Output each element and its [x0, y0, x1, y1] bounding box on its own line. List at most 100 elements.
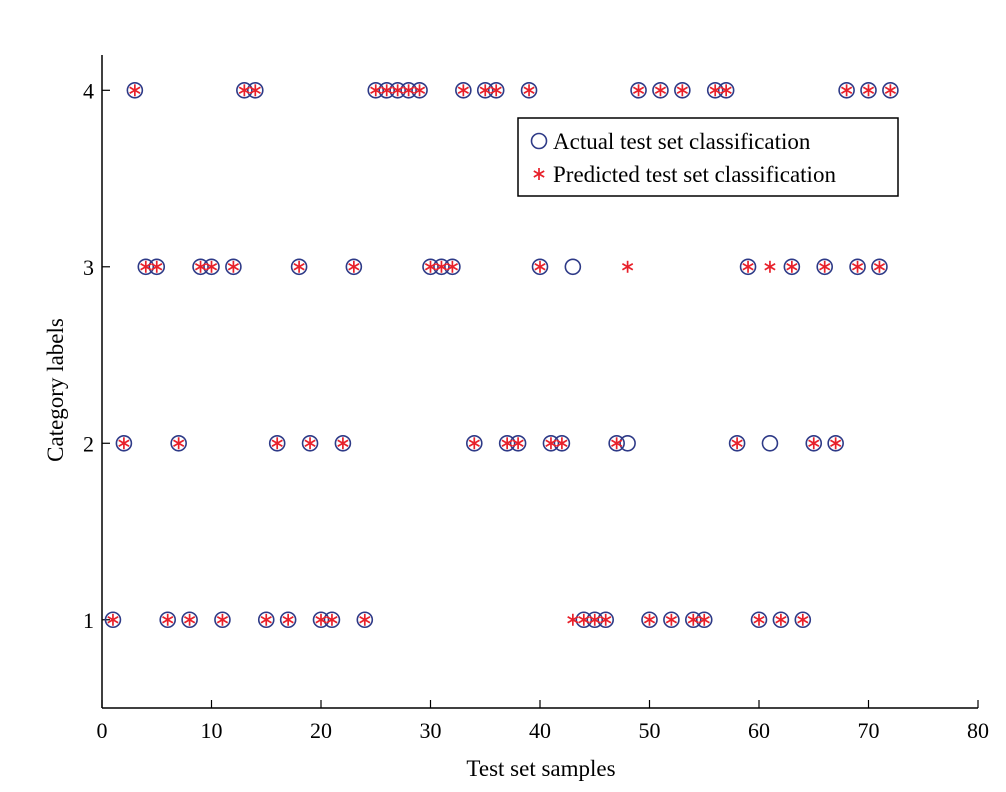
predicted-point: [676, 84, 688, 97]
actual-point: [652, 81, 669, 99]
legend-asterisk-icon: [533, 168, 545, 180]
predicted-point: [249, 84, 261, 97]
predicted-point: [654, 84, 667, 97]
predicted-point: [742, 260, 754, 273]
actual-point: [663, 611, 680, 629]
predicted-point: [884, 84, 897, 97]
predicted-point: [556, 437, 568, 450]
predicted-point: [173, 437, 185, 450]
predicted-point: [632, 84, 645, 97]
x-tick-label: 40: [529, 718, 551, 743]
actual-point: [794, 611, 812, 629]
actual-point: [641, 611, 658, 629]
actual-point: [148, 258, 166, 276]
actual-point: [608, 434, 625, 452]
predicted-point: [271, 437, 283, 450]
actual-point: [334, 434, 352, 452]
actual-point: [619, 434, 636, 452]
predicted-point: [337, 437, 349, 450]
predicted-point: [107, 613, 119, 626]
x-axis: 0 10 20 30 40 50 60 70 80: [97, 700, 989, 743]
actual-point: [181, 611, 198, 629]
actual-point: [301, 434, 319, 452]
actual-point: [378, 81, 396, 99]
actual-point: [575, 611, 593, 629]
actual-point: [225, 258, 242, 276]
actual-point: [597, 611, 615, 629]
actual-point: [247, 81, 264, 99]
predicted-point: [413, 84, 426, 97]
actual-point: [509, 434, 527, 452]
actual-point: [312, 611, 330, 629]
predicted-point: [600, 613, 612, 626]
predicted-point: [205, 260, 218, 273]
predicted-point: [862, 84, 875, 97]
predicted-point: [446, 260, 459, 273]
legend-label-predicted: Predicted test set classification: [553, 162, 836, 187]
legend-box: [517, 117, 899, 197]
actual-point: [115, 434, 133, 452]
actual-point: [520, 81, 538, 99]
predicted-point: [162, 613, 174, 626]
y-tick-label: 4: [83, 78, 94, 103]
x-tick-label: 10: [201, 718, 223, 743]
predicted-point: [424, 260, 437, 273]
series-predicted: [107, 84, 897, 626]
actual-point: [586, 611, 604, 629]
actual-point: [214, 611, 231, 629]
predicted-point: [501, 437, 513, 450]
actual-point: [553, 434, 571, 452]
legend-label-actual: Actual test set classification: [553, 129, 811, 154]
predicted-point: [731, 437, 743, 450]
y-tick-label: 3: [83, 255, 94, 280]
predicted-point: [359, 613, 371, 626]
actual-point: [476, 81, 494, 99]
predicted-point: [786, 260, 798, 273]
actual-point: [816, 258, 834, 276]
predicted-point: [238, 84, 250, 97]
predicted-point: [282, 613, 294, 626]
actual-point: [279, 611, 297, 629]
predicted-point: [490, 84, 502, 97]
actual-point: [542, 434, 560, 452]
actual-point: [498, 434, 516, 452]
actual-point: [487, 81, 505, 99]
legend-marker-actual: [530, 132, 548, 150]
actual-point: [203, 258, 220, 276]
predicted-point: [523, 84, 535, 97]
actual-point: [345, 258, 363, 276]
predicted-point: [840, 84, 853, 97]
actual-point: [444, 258, 461, 276]
x-tick-label: 80: [967, 718, 989, 743]
y-axis: 1 2 3 4: [83, 78, 110, 633]
actual-point: [684, 611, 702, 629]
actual-point: [323, 611, 341, 629]
predicted-point: [435, 260, 448, 273]
actual-point: [192, 258, 209, 276]
actual-point: [137, 258, 155, 276]
actual-point: [871, 258, 888, 276]
actual-point: [805, 434, 823, 452]
actual-point: [268, 434, 286, 452]
actual-point: [104, 611, 122, 629]
x-tick-label: 0: [97, 718, 108, 743]
actual-point: [739, 258, 757, 276]
actual-point: [717, 81, 735, 99]
actual-point: [761, 434, 779, 452]
actual-point: [159, 611, 176, 629]
actual-point: [531, 258, 549, 276]
predicted-point: [326, 613, 338, 626]
actual-point: [257, 611, 275, 629]
predicted-point: [819, 260, 831, 273]
predicted-point: [873, 260, 886, 273]
actual-point: [290, 258, 308, 276]
x-tick-label: 20: [310, 718, 332, 743]
predicted-point: [709, 84, 721, 97]
predicted-point: [370, 84, 382, 97]
predicted-point: [392, 84, 404, 97]
predicted-point: [216, 613, 229, 626]
x-axis-title: Test set samples: [466, 756, 615, 781]
data-points: [104, 81, 899, 629]
actual-point: [170, 434, 187, 452]
